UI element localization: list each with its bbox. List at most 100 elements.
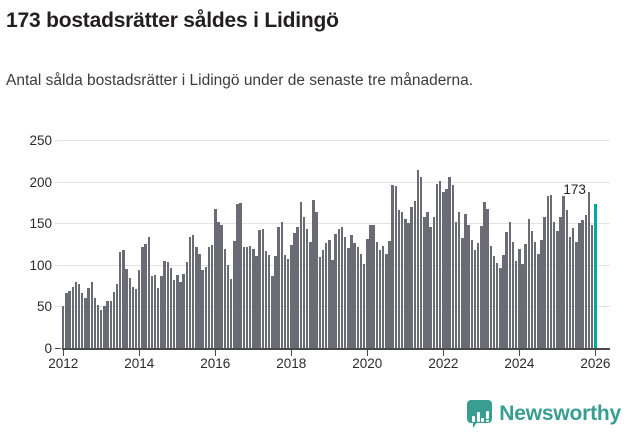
bar [157,288,160,348]
bar [495,263,499,348]
gridline-150 [62,223,610,225]
bar [457,212,461,348]
y-axis-tick-label: 200 [29,174,52,190]
bar [369,224,372,348]
bar [77,283,81,348]
bar [293,233,296,348]
bar [160,276,163,348]
bar [584,214,588,348]
bar [556,230,559,348]
bar [552,221,556,348]
bar [172,279,176,348]
x-axis-tick [519,350,521,356]
x-axis-tick [291,350,293,356]
bar [185,262,188,348]
bar [499,268,502,348]
bar [568,237,572,348]
bar [195,246,198,348]
bar [318,257,322,348]
bar [217,221,220,348]
bar [461,238,464,348]
bar [207,246,211,348]
bar [454,221,458,348]
bar [223,249,227,348]
y-axis-tick [55,348,61,349]
bar [258,229,261,348]
bar [252,249,255,348]
bar [587,191,591,348]
bar [255,256,258,348]
page-subtitle: Antal sålda bostadsrätter i Lidingö unde… [6,72,474,89]
bar [138,269,141,348]
bar [267,254,271,348]
bar [93,298,97,348]
bar [473,249,477,348]
bar [328,239,331,348]
bar [125,268,128,348]
bar [153,274,157,348]
bar [575,241,578,348]
bar [492,255,496,348]
bar [299,202,303,348]
x-axis-tick-label: 2024 [504,356,535,371]
y-axis-tick [55,264,61,266]
x-axis-tick-label: 2018 [276,356,307,371]
bar [166,262,169,348]
bar [74,282,78,348]
bar [505,232,508,348]
bar [432,217,436,348]
bar [134,288,138,348]
bar [334,234,337,348]
bar [356,246,360,348]
x-axis-tick-label: 2022 [428,356,459,371]
bar [302,216,306,348]
bar [514,260,518,348]
bar [521,263,524,348]
bar [147,237,150,348]
axis-baseline [62,348,610,350]
bar [419,176,423,348]
bar [261,229,265,348]
bar [163,261,166,348]
bar [188,236,192,348]
bar [280,221,284,348]
y-axis-tick-label: 50 [36,299,52,315]
bar [103,306,106,348]
bar [423,217,426,348]
bar [438,180,442,348]
bar-chart-speech-bubble-icon [467,400,493,428]
bar [109,300,112,348]
bar [277,227,280,348]
bar [480,225,483,348]
x-axis-tick [595,350,597,356]
bar [286,258,290,348]
bar [315,212,318,348]
bar [410,206,413,348]
bar [476,243,480,348]
bar [540,239,543,348]
bar [562,195,565,348]
bar [394,185,398,348]
bar [81,293,84,348]
bar [378,249,382,348]
bar [100,309,103,348]
bar [543,217,546,348]
bar [594,204,597,348]
bar [96,304,100,348]
bar [429,226,432,348]
bar [537,253,540,348]
y-axis-tick [55,223,61,225]
bar [502,254,505,348]
bar [191,234,195,348]
bar [144,244,147,348]
gridline-200 [62,181,610,183]
chart-footer: Newsworthy [0,396,631,439]
bar [245,247,249,348]
bar [416,169,420,348]
bar [571,228,575,348]
y-axis-tick-label: 150 [29,216,52,232]
newsworthy-logo[interactable]: Newsworthy [467,400,621,428]
bar [179,282,182,348]
bar [201,269,204,348]
bar-chart: 0 50 100 150 200 250 2012 2014 2016 2018 2020 2022… [0,134,631,390]
